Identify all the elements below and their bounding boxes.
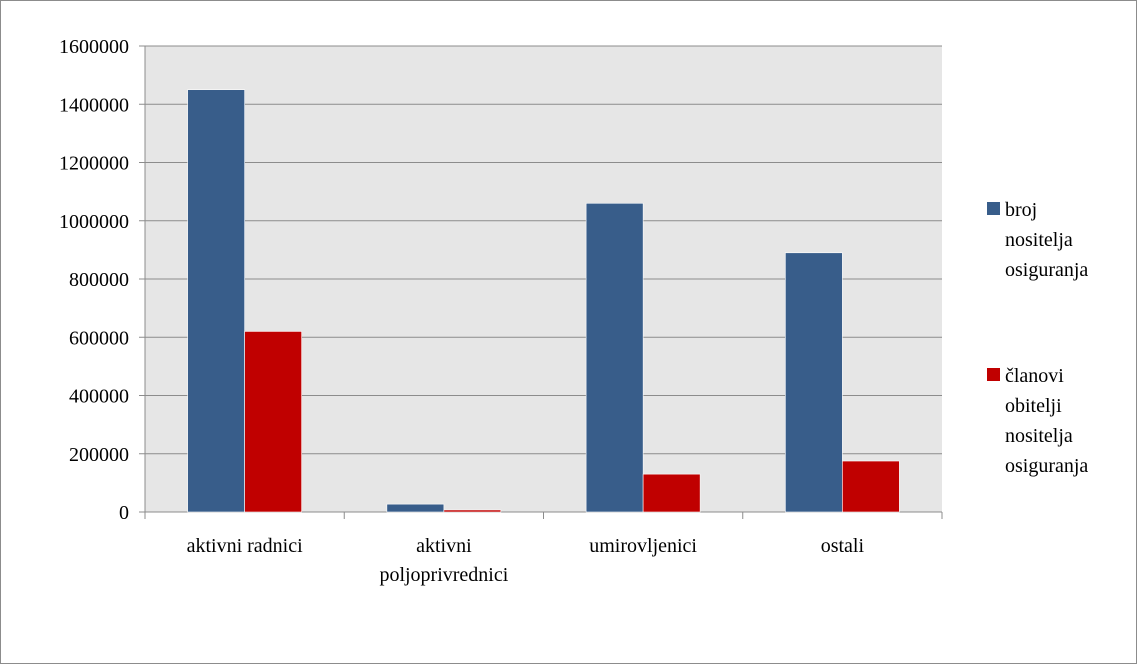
x-tick-label: aktivni <box>416 535 472 557</box>
legend-label: nositelja <box>1005 425 1073 447</box>
bar <box>785 252 843 513</box>
y-tick-label: 1400000 <box>59 94 129 116</box>
bar <box>244 331 302 513</box>
x-tick-label: aktivni radnici <box>187 535 304 557</box>
bar <box>842 460 900 513</box>
bar <box>585 202 644 513</box>
y-tick-label: 0 <box>119 502 129 524</box>
y-tick-label: 400000 <box>69 386 129 408</box>
y-tick-label: 1600000 <box>59 36 129 58</box>
legend-swatch <box>987 368 1000 381</box>
bar <box>187 89 245 513</box>
y-tick-label: 800000 <box>69 269 129 291</box>
legend-label: broj <box>1005 199 1037 221</box>
legend-swatch <box>987 202 1000 215</box>
legend-label: članovi <box>1005 365 1064 387</box>
x-tick-label: ostali <box>821 535 865 557</box>
y-tick-label: 1200000 <box>59 153 129 175</box>
x-tick-label: poljoprivrednici <box>379 564 508 586</box>
legend-label: osiguranja <box>1005 259 1088 281</box>
bar <box>443 509 502 513</box>
legend-label: osiguranja <box>1005 455 1088 477</box>
y-tick-label: 1000000 <box>59 211 129 233</box>
y-tick-label: 600000 <box>69 327 129 349</box>
legend-label: obitelji <box>1005 395 1062 417</box>
bar <box>386 503 445 513</box>
bar <box>642 473 701 513</box>
x-tick-label: umirovljenici <box>589 535 697 557</box>
y-tick-label: 200000 <box>69 444 129 466</box>
legend-label: nositelja <box>1005 229 1073 251</box>
